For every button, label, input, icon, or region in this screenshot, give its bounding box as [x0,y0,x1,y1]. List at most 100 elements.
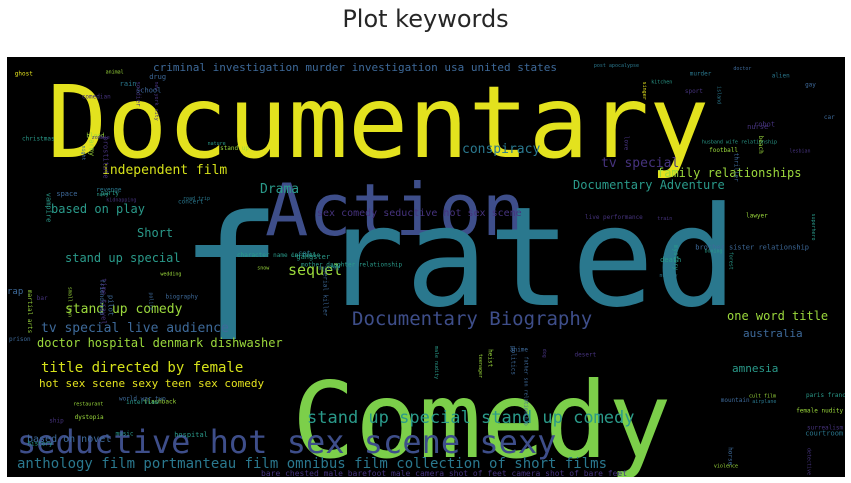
cloud-word: family relationships [657,166,802,180]
cloud-word: horse [726,447,733,465]
word-cloud: Documentary Action Comedy rated f seductive h… [7,57,845,477]
cloud-word: violence [714,463,738,469]
cloud-word: male nudity [433,346,439,379]
cloud-word: serial killer [321,269,328,316]
cloud-word: mystery [672,245,679,271]
cloud-word: Comedy [292,360,671,477]
cloud-word: conspiracy [462,142,540,157]
cloud-word: martial arts [26,290,33,334]
cloud-word: robot [754,120,775,128]
cloud-word: stand up [220,145,249,152]
cloud-word: kitchen [651,79,672,85]
cloud-word: independent film [102,163,227,178]
cloud-word: comedian [82,94,111,101]
cloud-word: cartoon [291,252,317,259]
cloud-word: doctor [733,66,751,72]
cloud-word: music [115,431,133,438]
cloud-word: nature [208,141,226,147]
cloud-word: nurse [747,123,768,131]
cloud-word: anthology film portmanteau film omnibus … [17,456,607,472]
cloud-word: christmas [22,136,55,143]
cloud-word: hospital [174,431,208,439]
cloud-word: rated [322,177,737,338]
cloud-word: tv special live audience [41,321,229,336]
cloud-word: new york city [153,81,159,120]
cloud-word: stand up comedy [65,302,183,317]
cloud-word: murder [690,71,712,78]
cloud-word: beach [757,136,764,154]
cloud-word: Drama [260,182,299,197]
cloud-word: Action [265,168,525,252]
cloud-word: blood [86,133,104,140]
cloud-word: war [331,263,342,270]
cloud-word: rain [120,80,137,88]
cloud-word: animal [106,70,124,76]
cloud-word: biography [165,294,198,301]
cloud-word: mother daughter relationship [301,261,403,268]
cloud-word: amnesia [732,362,778,375]
cloud-word: gangster [296,253,330,261]
cloud-word: sex comedy seductive hot sex scene [317,208,522,219]
cloud-word: Documentary [47,64,709,181]
cloud-word: Documentary Biography [352,308,592,330]
cloud-word: restaurant [73,402,103,408]
cloud-word: road trip [183,196,210,202]
cloud-word: ghost [15,70,33,77]
cloud-word: dystopia [75,414,104,421]
cloud-word: female nudity [796,408,843,415]
cloud-word: police [147,292,153,310]
cloud-word: prison [9,336,31,343]
cloud-word: airplane [752,399,776,405]
cloud-word: australia [743,327,803,340]
cloud-word: paris france [806,392,845,399]
cloud-word: bar [37,295,48,302]
cloud-word: seductive hot sex scene sexy [17,423,556,461]
cloud-word: lawyer [746,213,768,220]
cloud-word: wedding [160,271,181,277]
cloud-word: sequel [288,261,342,279]
cloud-word: night [80,145,86,160]
cloud-word: based on novel [27,434,111,445]
cloud-word: army [87,139,95,156]
cloud-word: history [27,441,53,448]
cloud-word: train [657,216,672,222]
cloud-word: sport [685,88,703,95]
cloud-word: world war two [119,395,166,402]
cloud-word: live performance [585,214,643,221]
cloud-word: school [136,87,161,95]
cloud-word: vampire [45,193,53,223]
cloud-word: interview [126,399,159,406]
cloud-word: character name in title [237,252,320,259]
cloud-word: concert [178,198,204,205]
cloud-word: space [56,190,77,198]
cloud-word: post apocalypse [594,63,639,69]
cloud-word: party [101,190,119,197]
page-title: Plot keywords [342,5,509,33]
cloud-word: love [623,136,630,151]
cloud-word: nudity [659,273,677,279]
cloud-word: thriller [732,153,739,182]
cloud-word: husband wife relationship [702,140,777,146]
cloud-word: teenager [477,354,483,378]
cloud-word: doctor hospital denmark dishwasher [37,336,283,350]
cloud-word: based on play [51,202,145,216]
cloud-word: anime [510,346,528,353]
cloud-word: kidnapping [106,198,136,204]
cloud-word: island [715,86,721,104]
cloud-word: rap [7,287,23,297]
cloud-word: revenge [96,186,122,193]
cloud-word: navy [97,192,109,198]
cloud-word: stand up special [65,251,181,265]
cloud-word: drug [149,73,166,81]
cloud-word: tv special [601,156,679,171]
cloud-word: detective [806,448,812,475]
cloud-word: boxing [704,249,722,255]
cloud-word: heist [486,349,493,367]
cloud-word: one word title [727,309,828,323]
cloud-word: gay [805,82,816,89]
cloud-word: dog [541,349,547,358]
cloud-word: desert [575,352,597,359]
cloud-word: brother sister relationship [695,244,809,252]
cloud-word: superhero [810,213,816,240]
